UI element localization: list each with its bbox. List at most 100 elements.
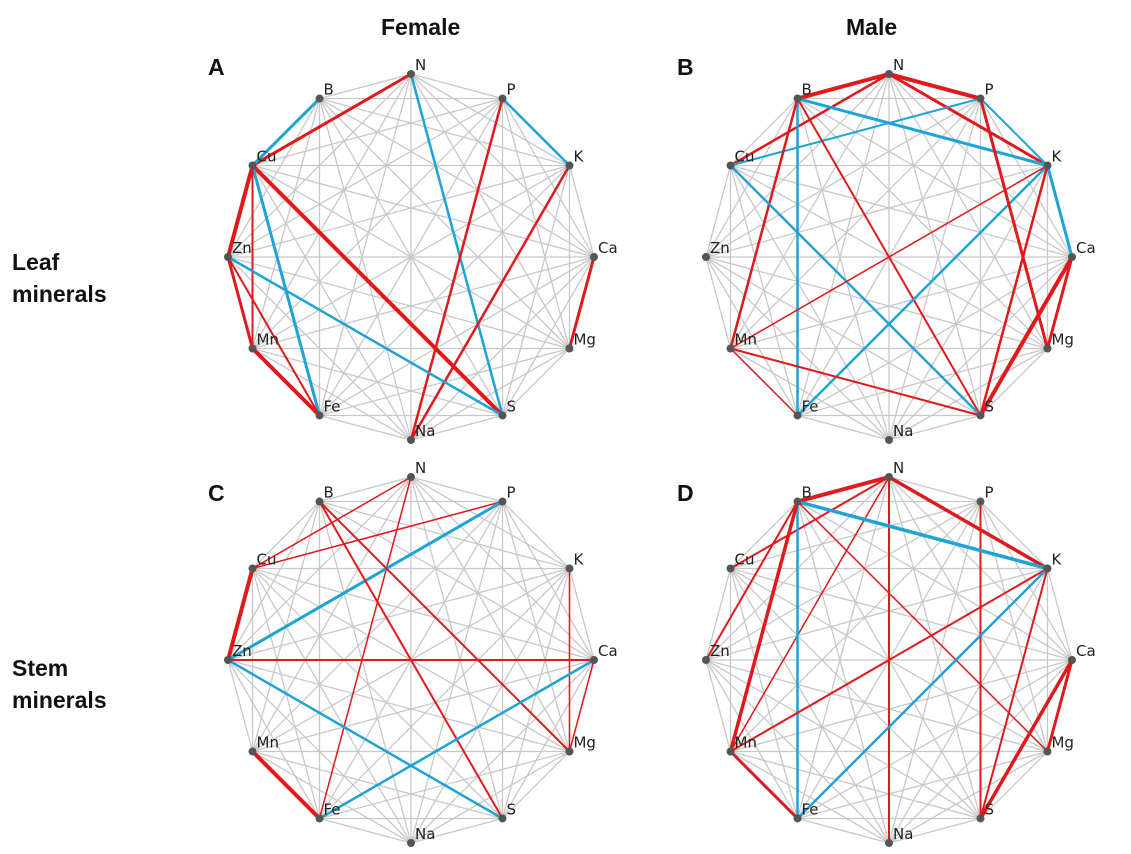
node-ca [590, 253, 598, 261]
node-label-s: S [985, 397, 995, 415]
background-edge [796, 476, 890, 819]
background-edge [888, 476, 982, 819]
node-p [976, 497, 985, 506]
node-label-mg: Mg [573, 734, 595, 752]
row-label-stem-line1: Stem [12, 655, 69, 681]
edge-n-k [887, 475, 1050, 571]
background-edge [319, 500, 595, 661]
node-label-s: S [985, 800, 995, 818]
background-edge [888, 73, 982, 416]
background-edge [705, 256, 1048, 350]
row-label-leaf: Leaf minerals [12, 246, 107, 310]
node-label-k: K [573, 551, 584, 569]
background-edge [319, 414, 412, 441]
background-edge [252, 568, 503, 819]
node-ca [1068, 656, 1076, 664]
edge-p-na [409, 97, 504, 442]
node-label-n: N [893, 459, 904, 477]
correlation-edges [226, 476, 596, 821]
node-label-n: N [893, 56, 904, 74]
row-label-leaf-line1: Leaf [12, 249, 60, 275]
background-edge [319, 98, 570, 349]
background-edge [980, 751, 1048, 819]
edge-mn-fe [729, 347, 799, 417]
background-edge [227, 659, 570, 753]
node-fe [793, 411, 802, 420]
edge-zn-s [226, 658, 504, 820]
node-label-na: Na [893, 825, 913, 843]
background-edge [410, 476, 504, 819]
background-edge [251, 98, 321, 349]
node-mg [1043, 747, 1052, 756]
background-edge [980, 501, 1048, 569]
edge-k-fe [796, 567, 1049, 820]
node-label-s: S [507, 800, 517, 818]
background-edge [318, 73, 412, 416]
node-label-cu: Cu [257, 148, 277, 166]
background-edge [797, 97, 1073, 258]
background-edge [502, 751, 570, 819]
node-label-mn: Mn [735, 734, 757, 752]
background-edge [705, 164, 1048, 258]
edge-n-cu [251, 72, 413, 167]
node-label-ca: Ca [598, 239, 618, 257]
node-b [793, 497, 802, 506]
node-label-fe: Fe [324, 800, 341, 818]
edge-k-s [979, 164, 1049, 417]
node-label-ca: Ca [1076, 239, 1096, 257]
edge-k-mn [729, 164, 1049, 350]
node-n [885, 70, 893, 78]
background-edge [705, 659, 732, 752]
background-edge [730, 164, 1073, 258]
background-edge [410, 817, 503, 844]
node-ca [1068, 253, 1076, 261]
edge-n-b [795, 72, 891, 101]
edge-n-mn [729, 476, 890, 753]
edge-n-s [409, 72, 504, 417]
node-k [565, 161, 574, 170]
edge-ca-mg [568, 659, 595, 753]
background-edge [705, 165, 732, 258]
edge-p-k [979, 97, 1049, 167]
background-edge [319, 476, 412, 503]
correlation-edges [729, 72, 1074, 418]
background-edge [705, 256, 981, 417]
edge-k-mn [729, 567, 1049, 753]
background-edge [318, 98, 412, 441]
node-label-mg: Mg [1051, 734, 1073, 752]
node-k [1043, 161, 1052, 170]
node-label-ca: Ca [598, 642, 618, 660]
background-edge [410, 476, 503, 503]
background-edge [252, 347, 412, 441]
node-zn [224, 656, 232, 664]
background-edge [797, 817, 890, 844]
node-label-b: B [324, 484, 334, 502]
panel-letter-c: C [208, 480, 225, 506]
background-edge [730, 501, 981, 752]
edge-p-mg [979, 97, 1049, 350]
node-b [793, 94, 802, 103]
background-edge [705, 659, 981, 820]
background-edge [319, 97, 595, 258]
edge-b-zn [705, 500, 799, 661]
edge-b-k [796, 97, 1049, 167]
background-edge [797, 414, 890, 441]
edge-n-cu [729, 476, 890, 570]
background-edge [227, 659, 321, 819]
edge-b-k [795, 499, 1050, 571]
background-edge [730, 98, 981, 349]
edge-ca-s [978, 255, 1074, 418]
node-p [498, 94, 507, 103]
node-label-k: K [573, 148, 584, 166]
node-label-k: K [1051, 551, 1062, 569]
node-label-zn: Zn [232, 239, 252, 257]
background-edge [888, 501, 982, 844]
background-edge [227, 164, 570, 258]
background-edge [227, 659, 254, 752]
node-zn [224, 253, 232, 261]
background-edge [796, 98, 890, 441]
background-edge [251, 568, 412, 844]
correlation-edges [705, 475, 1074, 844]
node-label-mn: Mn [735, 331, 757, 349]
background-edge [252, 256, 595, 350]
